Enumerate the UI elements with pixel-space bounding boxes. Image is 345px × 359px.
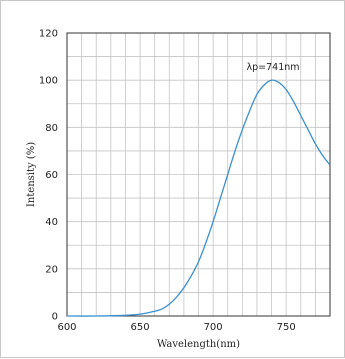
x-tick-label: 700 xyxy=(204,322,223,333)
x-tick-label: 650 xyxy=(131,322,150,333)
y-tick-label: 100 xyxy=(39,76,58,87)
series-line xyxy=(66,79,331,317)
y-tick-label: 0 xyxy=(52,312,58,323)
plot-area xyxy=(66,32,331,317)
y-axis-label: Intensity (%) xyxy=(26,142,37,207)
series xyxy=(66,79,331,317)
grid xyxy=(67,33,330,316)
y-tick-label: 20 xyxy=(45,264,58,275)
x-axis-label: Wavelength(nm) xyxy=(157,339,240,350)
y-tick-label: 40 xyxy=(45,217,58,228)
y-tick-label: 60 xyxy=(45,170,58,181)
y-tick-label: 120 xyxy=(39,29,58,40)
x-tick-label: 600 xyxy=(57,322,76,333)
tick-labels: 600 650 700 750 0 20 40 60 80 100 120 xyxy=(39,29,296,334)
y-tick-label: 80 xyxy=(45,123,58,134)
x-tick-label: 750 xyxy=(277,322,296,333)
peak-annotation: λp=741nm xyxy=(247,62,300,73)
